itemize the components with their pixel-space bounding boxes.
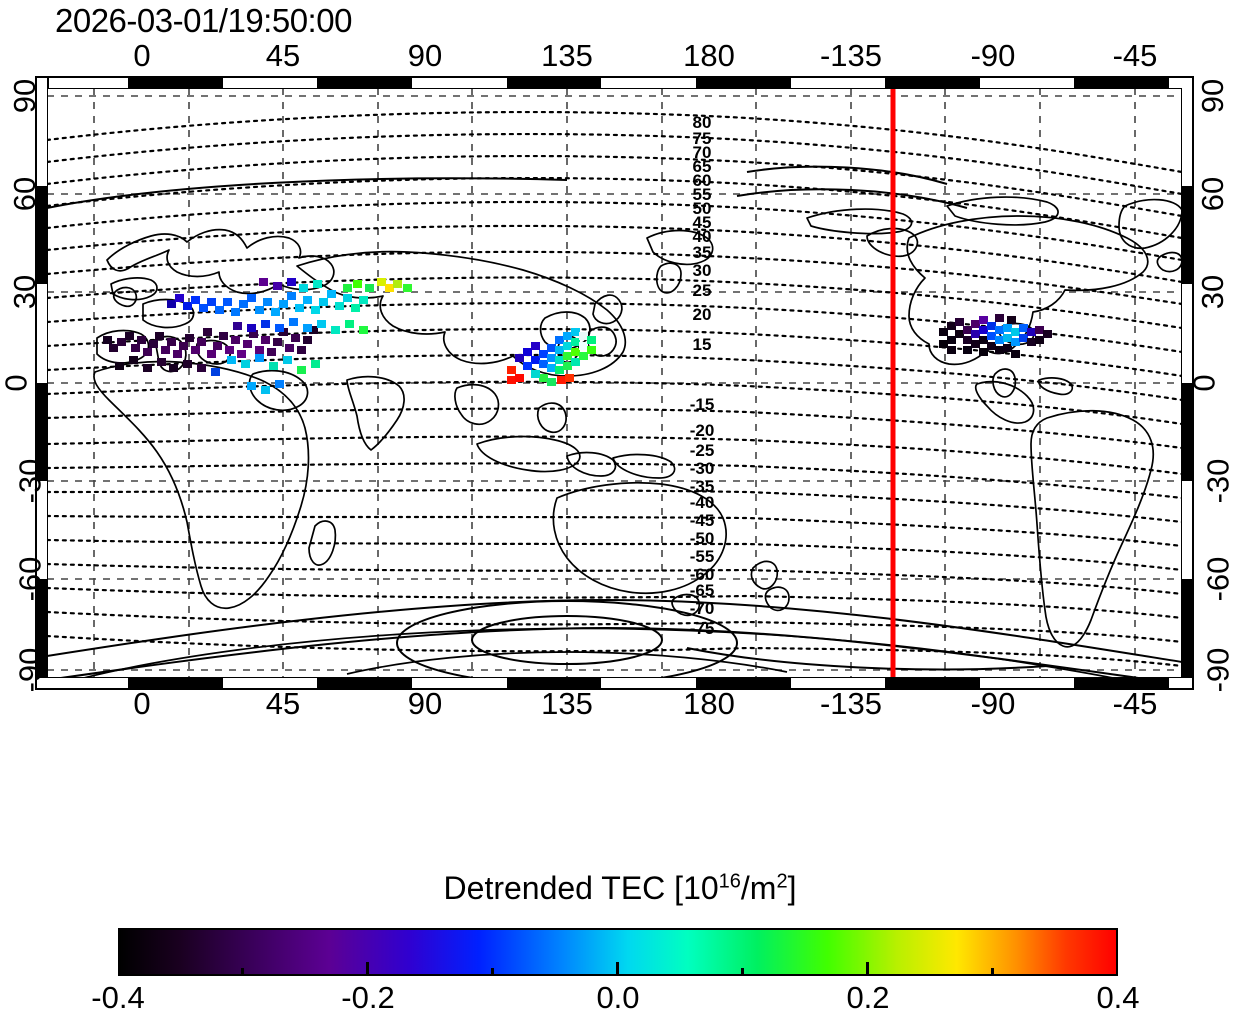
svg-text:15: 15	[693, 335, 712, 354]
colorbar-title-main: Detrended TEC [10	[443, 870, 719, 906]
plot-frame-outline	[35, 76, 1194, 690]
lat-tick-right-m90: -90	[1200, 647, 1236, 693]
svg-text:60: 60	[693, 171, 712, 190]
lat-tick-left-m60: -60	[12, 556, 48, 602]
svg-text:75: 75	[693, 129, 712, 148]
lon-tick-bottom-m45: -45	[1112, 686, 1158, 721]
svg-text:-35: -35	[690, 477, 715, 496]
svg-text:50: 50	[693, 199, 712, 218]
lon-tick-bottom-m90: -90	[970, 686, 1016, 721]
lat-tick-left-0: 0	[0, 374, 34, 392]
svg-text:40: 40	[693, 227, 712, 246]
world-map-svg: 80 75 70 65 60 55 50 45 40 35 30 25 20 1…	[47, 88, 1182, 678]
page-title: 2026-03-01/19:50:00	[55, 2, 352, 39]
svg-text:-65: -65	[690, 581, 715, 600]
colorbar-title: Detrended TEC [1016/m2]	[444, 870, 797, 907]
colorbar-wrapper	[118, 928, 1118, 976]
colorbar-title-exponent2: 2	[776, 870, 788, 893]
colorbar-minor-tick	[741, 968, 744, 976]
colorbar-label-m02: -0.2	[341, 980, 395, 1015]
svg-text:-60: -60	[690, 565, 715, 584]
svg-text:25: 25	[693, 281, 712, 300]
lon-tick-top-180: 180	[683, 38, 735, 73]
lon-tick-bottom-m135: -135	[819, 686, 883, 721]
svg-text:-20: -20	[690, 421, 715, 440]
magnetic-latitude-contours	[47, 110, 1182, 668]
svg-text:70: 70	[693, 143, 712, 162]
svg-text:45: 45	[693, 213, 712, 232]
svg-text:-40: -40	[690, 493, 715, 512]
lat-tick-left-60: 60	[7, 176, 43, 212]
colorbar-major-tick	[366, 962, 369, 976]
lon-tick-top-135: 135	[541, 38, 593, 73]
lat-tick-left-30: 30	[7, 274, 43, 310]
plot-frame-inner	[47, 88, 1182, 678]
frame-bottom	[47, 678, 1182, 689]
colorbar-major-tick	[616, 962, 619, 976]
svg-text:-75: -75	[690, 619, 715, 638]
svg-text:-55: -55	[690, 547, 715, 566]
svg-text:-70: -70	[690, 599, 715, 618]
magnetic-contour-labels: 80 75 70 65 60 55 50 45 40 35 30 25 20 1…	[690, 113, 715, 638]
colorbar-major-tick	[866, 962, 869, 976]
colorbar-title-close: ]	[787, 870, 797, 906]
lon-tick-top-m45: -45	[1112, 38, 1158, 73]
svg-text:-45: -45	[690, 511, 715, 530]
frame-left	[36, 88, 47, 678]
tec-data-north-america	[939, 314, 1052, 358]
colorbar-minor-tick	[241, 968, 244, 976]
svg-text:-50: -50	[690, 529, 715, 548]
lon-tick-bottom-45: 45	[265, 686, 301, 721]
lon-tick-top-90: 90	[407, 38, 443, 73]
colorbar-label-04: 0.4	[1096, 980, 1140, 1015]
lat-tick-left-m90: -90	[12, 647, 48, 693]
svg-text:55: 55	[693, 185, 712, 204]
lon-tick-top-45: 45	[265, 38, 301, 73]
lat-tick-right-0: 0	[1186, 374, 1222, 392]
colorbar-minor-tick	[991, 968, 994, 976]
colorbar-title-exponent: 16	[718, 870, 741, 893]
svg-text:35: 35	[693, 243, 712, 262]
svg-text:-15: -15	[690, 395, 715, 414]
colorbar-label-m04: -0.4	[91, 980, 145, 1015]
lat-tick-right-30: 30	[1195, 274, 1231, 310]
colorbar-title-tail: /m	[740, 870, 777, 906]
svg-text:80: 80	[693, 113, 712, 132]
lon-tick-bottom-90: 90	[407, 686, 443, 721]
lat-tick-right-m60: -60	[1200, 556, 1236, 602]
lon-tick-bottom-135: 135	[541, 686, 593, 721]
lat-tick-left-90: 90	[7, 78, 43, 114]
svg-text:-25: -25	[690, 441, 715, 460]
svg-text:-30: -30	[690, 459, 715, 478]
lat-tick-right-m30: -30	[1200, 458, 1236, 504]
colorbar-label-02: 0.2	[846, 980, 890, 1015]
frame-top	[47, 77, 1182, 88]
colorbar-label-00: 0.0	[596, 980, 640, 1015]
lon-tick-top-m135: -135	[819, 38, 883, 73]
lon-tick-bottom-180: 180	[683, 686, 735, 721]
colorbar-minor-tick	[491, 968, 494, 976]
lat-tick-right-60: 60	[1195, 176, 1231, 212]
map-plot-area: 80 75 70 65 60 55 50 45 40 35 30 25 20 1…	[35, 76, 1194, 690]
svg-text:20: 20	[693, 305, 712, 324]
lon-tick-top-0: 0	[133, 38, 151, 73]
lon-tick-top-m90: -90	[970, 38, 1016, 73]
coastlines	[80, 196, 1182, 678]
lat-tick-right-90: 90	[1195, 78, 1231, 114]
tec-data-east-asia	[507, 328, 596, 386]
lat-tick-left-m30: -30	[12, 458, 48, 504]
frame-right	[1182, 88, 1193, 678]
tec-data-europe	[103, 278, 412, 394]
svg-text:65: 65	[693, 157, 712, 176]
svg-text:30: 30	[693, 261, 712, 280]
lon-tick-bottom-0: 0	[133, 686, 151, 721]
